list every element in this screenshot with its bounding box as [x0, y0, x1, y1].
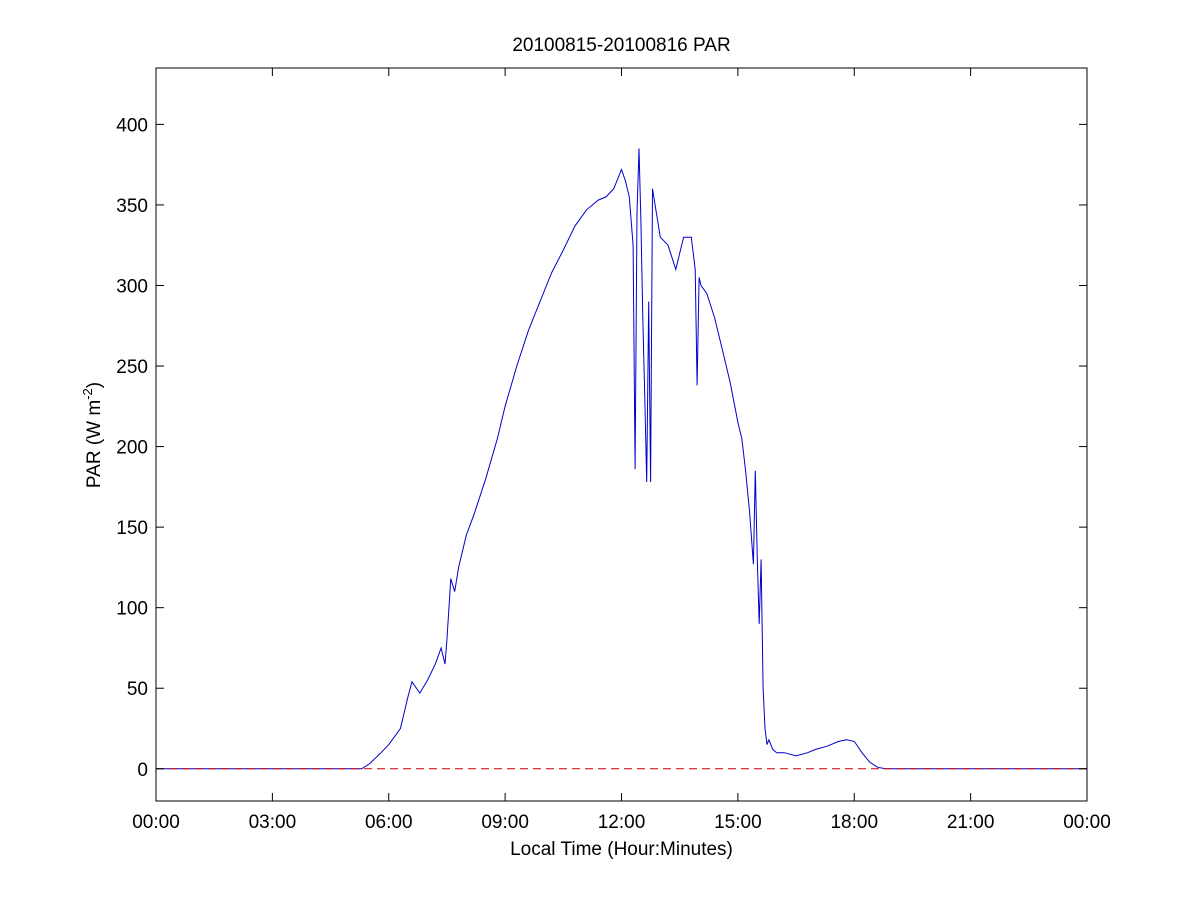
series-layer: [156, 148, 1087, 770]
y-tick-label: 0: [137, 760, 148, 781]
x-tick-label: 00:00: [132, 812, 180, 833]
y-tick-label: 200: [116, 438, 148, 459]
x-tick-label: 12:00: [598, 812, 646, 833]
y-axis-title-main: PAR (W m: [84, 400, 105, 488]
series-line-1: [156, 148, 1087, 770]
y-tick-label: 400: [116, 115, 148, 136]
x-tick-label: 18:00: [830, 812, 878, 833]
y-tick-label: 250: [116, 357, 148, 378]
y-axis-title-exponent: -2: [80, 388, 95, 400]
y-tick-label: 100: [116, 599, 148, 620]
x-tick-label: 00:00: [1063, 812, 1111, 833]
x-tick-label: 09:00: [481, 812, 529, 833]
y-tick-label: 50: [127, 679, 148, 700]
x-axis-title: Local Time (Hour:Minutes): [510, 839, 733, 860]
x-tick-label: 15:00: [714, 812, 762, 833]
x-tick-label: 03:00: [249, 812, 297, 833]
x-tick-label: 06:00: [365, 812, 413, 833]
y-tick-label: 350: [116, 196, 148, 217]
chart-title: 20100815-20100816 PAR: [512, 35, 730, 56]
ticks-layer: 00:00 03:00 06:00 09:00 12:00 15:00 18:00 21:00…: [116, 68, 1111, 833]
x-tick-label: 21:00: [947, 812, 995, 833]
y-axis-title: PAR (W m-2): [80, 382, 105, 488]
y-tick-label: 300: [116, 276, 148, 297]
y-tick-label: 150: [116, 518, 148, 539]
y-axis-title-close: ): [84, 382, 105, 388]
